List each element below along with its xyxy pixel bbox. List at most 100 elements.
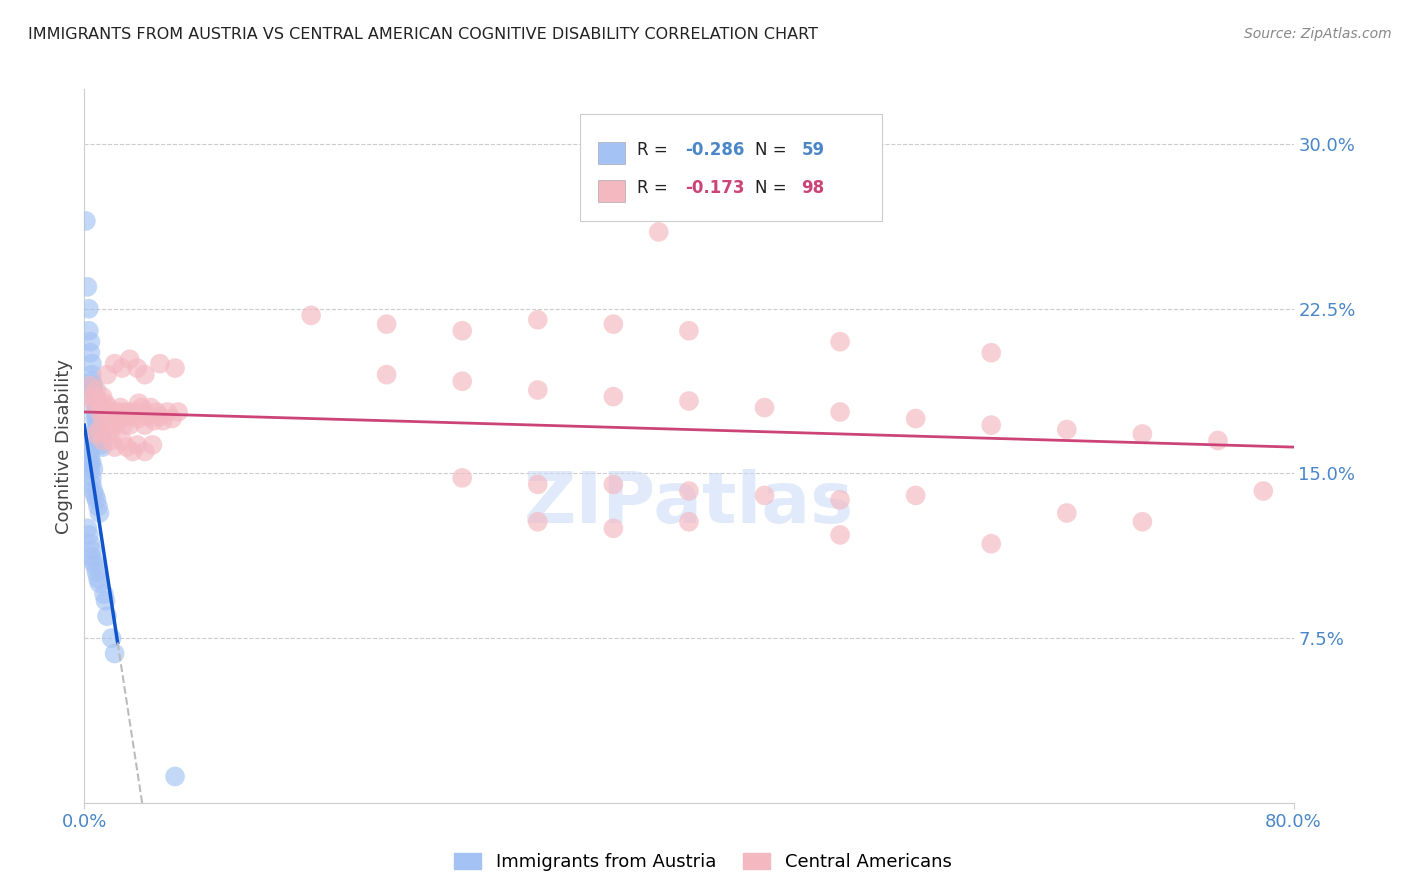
Point — [112, 418, 135, 433]
Point — [79, 462, 101, 476]
Point — [107, 414, 129, 428]
FancyBboxPatch shape — [599, 142, 624, 164]
Point — [80, 471, 103, 485]
Point — [160, 411, 183, 425]
Point — [89, 506, 111, 520]
Point — [602, 390, 624, 404]
Point — [118, 405, 141, 419]
Point — [87, 572, 110, 586]
Point — [100, 405, 122, 419]
Text: R =: R = — [637, 178, 673, 196]
Text: 98: 98 — [801, 178, 824, 196]
Y-axis label: Cognitive Disability: Cognitive Disability — [55, 359, 73, 533]
Point — [110, 401, 132, 415]
Point — [96, 609, 118, 624]
Point — [82, 396, 104, 410]
Point — [1056, 423, 1078, 437]
Point — [139, 401, 162, 415]
Point — [830, 405, 852, 419]
Point — [830, 528, 852, 542]
Point — [128, 396, 150, 410]
Text: ZIPatlas: ZIPatlas — [524, 468, 853, 538]
Point — [118, 352, 141, 367]
Point — [89, 434, 111, 448]
Point — [134, 444, 156, 458]
Point — [77, 444, 100, 458]
Point — [100, 631, 122, 645]
Point — [980, 418, 1002, 433]
Point — [451, 324, 474, 338]
Point — [131, 401, 153, 415]
Text: N =: N = — [755, 141, 793, 159]
Point — [82, 378, 104, 392]
Point — [602, 521, 624, 535]
Point — [91, 434, 114, 448]
Point — [121, 409, 143, 424]
Point — [84, 390, 107, 404]
Point — [104, 409, 127, 424]
Point — [104, 647, 127, 661]
Point — [86, 411, 108, 425]
Point — [451, 471, 474, 485]
Point — [79, 449, 101, 463]
Point — [110, 411, 132, 425]
Point — [86, 426, 108, 441]
Point — [96, 368, 118, 382]
Point — [91, 440, 114, 454]
Point — [75, 214, 97, 228]
Point — [91, 434, 114, 448]
Point — [165, 361, 187, 376]
Point — [79, 378, 101, 392]
Point — [86, 492, 108, 507]
FancyBboxPatch shape — [581, 114, 883, 221]
Point — [89, 423, 111, 437]
Point — [156, 405, 179, 419]
Point — [84, 396, 107, 410]
Legend: Immigrants from Austria, Central Americans: Immigrants from Austria, Central America… — [447, 846, 959, 879]
Point — [89, 576, 111, 591]
Text: IMMIGRANTS FROM AUSTRIA VS CENTRAL AMERICAN COGNITIVE DISABILITY CORRELATION CHA: IMMIGRANTS FROM AUSTRIA VS CENTRAL AMERI… — [28, 27, 818, 42]
Point — [111, 361, 134, 376]
Point — [127, 438, 149, 452]
Point — [84, 411, 107, 425]
Point — [142, 414, 165, 428]
Point — [115, 440, 138, 454]
Point — [1130, 426, 1153, 441]
Point — [527, 477, 550, 491]
Point — [115, 409, 138, 424]
Point — [82, 383, 104, 397]
Point — [1253, 483, 1275, 498]
Point — [527, 383, 550, 397]
Point — [104, 357, 127, 371]
Point — [89, 423, 111, 437]
Point — [134, 418, 156, 433]
Text: -0.286: -0.286 — [685, 141, 745, 159]
Point — [91, 390, 114, 404]
Point — [84, 558, 107, 573]
Point — [1130, 515, 1153, 529]
Point — [100, 434, 122, 448]
FancyBboxPatch shape — [599, 180, 624, 202]
Point — [97, 411, 120, 425]
Point — [134, 368, 156, 382]
Point — [82, 554, 104, 568]
Point — [86, 423, 108, 437]
Point — [89, 405, 111, 419]
Point — [100, 418, 122, 433]
Point — [79, 455, 101, 469]
Text: 59: 59 — [801, 141, 824, 159]
Point — [859, 137, 882, 152]
Point — [904, 488, 927, 502]
Point — [90, 426, 112, 441]
Point — [678, 483, 700, 498]
Point — [527, 312, 550, 326]
Point — [527, 515, 550, 529]
Point — [118, 418, 141, 433]
Point — [136, 409, 159, 424]
Point — [77, 301, 100, 316]
Point — [84, 405, 107, 419]
Point — [830, 492, 852, 507]
Point — [149, 409, 172, 424]
Point — [79, 345, 101, 359]
Point — [375, 368, 398, 382]
